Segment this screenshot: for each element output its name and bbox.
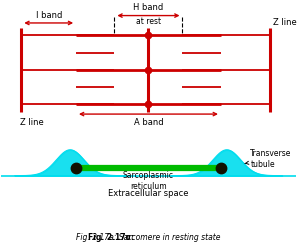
Text: Sarcoplasmic
reticulum: Sarcoplasmic reticulum <box>123 171 174 191</box>
Text: Fig. 2.17a: Sarcomere in resting state: Fig. 2.17a: Sarcomere in resting state <box>76 233 221 242</box>
Text: I band: I band <box>36 11 62 20</box>
Text: A band: A band <box>134 118 163 127</box>
Text: Transverse
tubule: Transverse tubule <box>245 149 292 169</box>
Text: Z line: Z line <box>20 118 44 127</box>
Text: Fig. 2.17α:: Fig. 2.17α: <box>88 233 134 242</box>
Text: Extracellular space: Extracellular space <box>108 189 189 198</box>
Text: H band: H band <box>133 3 164 12</box>
Text: Z line: Z line <box>273 18 296 27</box>
Text: at rest: at rest <box>136 17 161 26</box>
